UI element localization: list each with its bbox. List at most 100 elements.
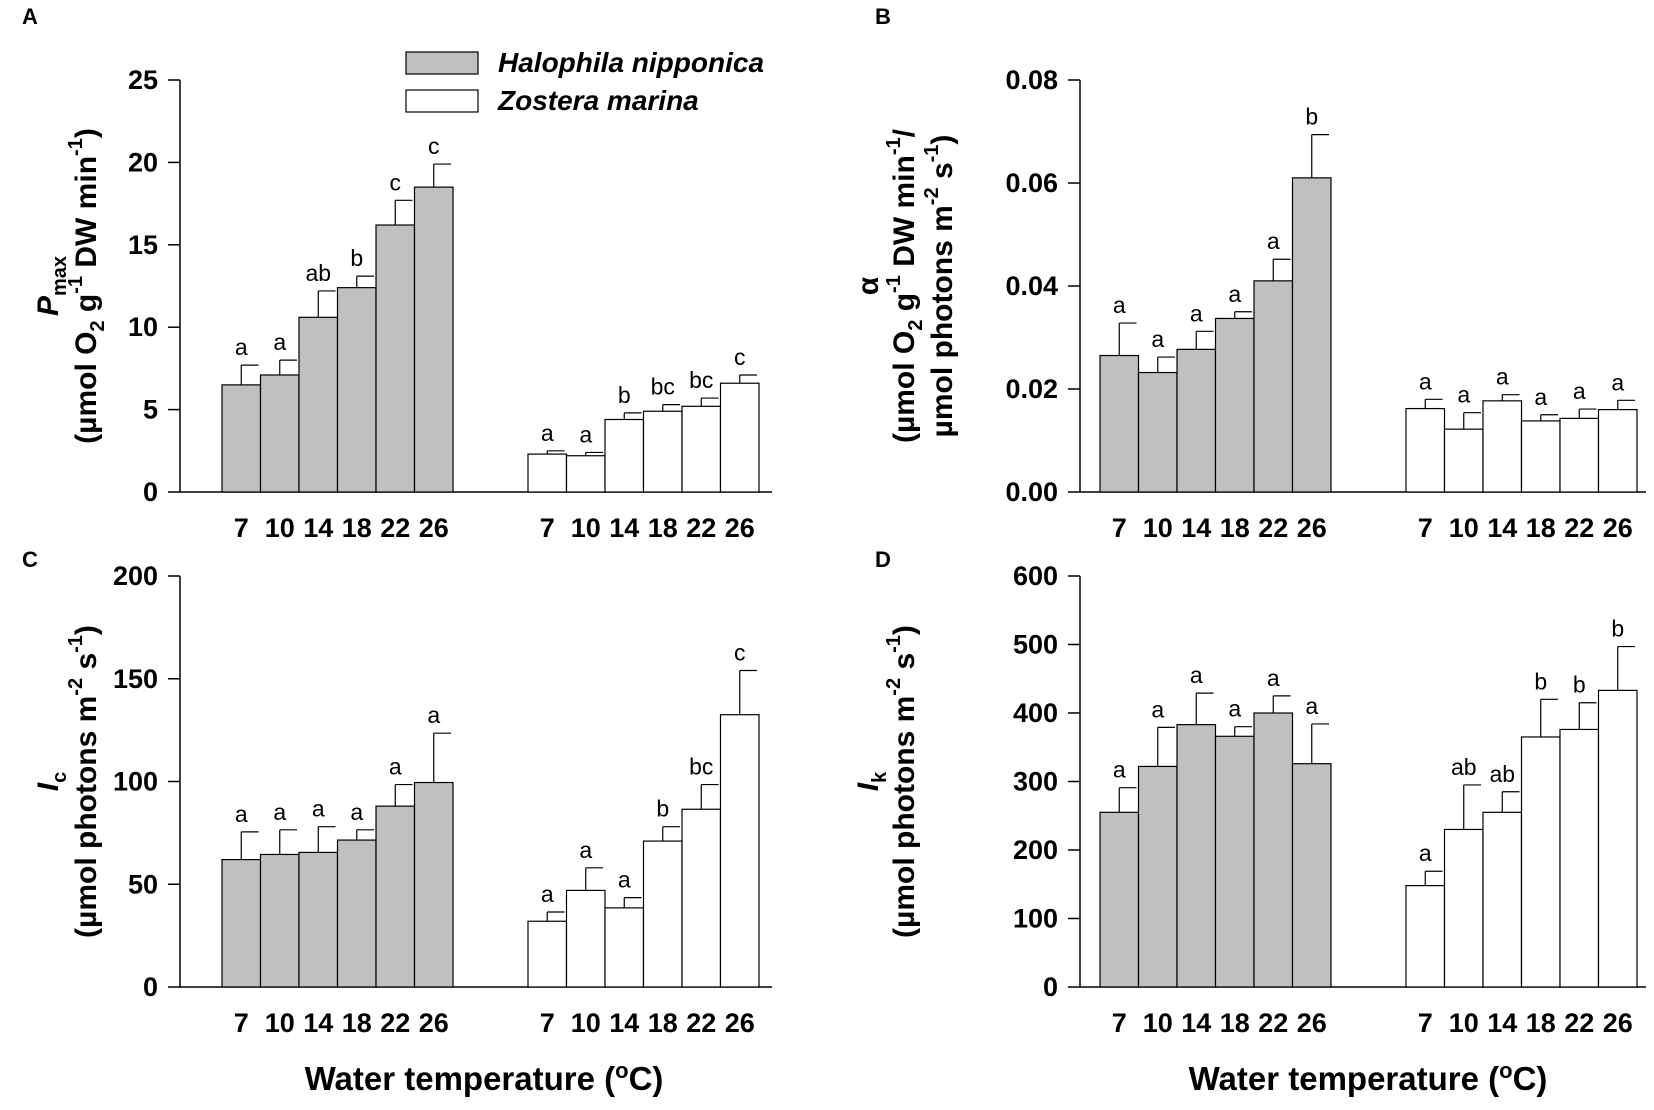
x-tick-label: 14 [609,1008,639,1038]
bar [1099,354,1140,493]
y-axis-title: α [852,276,885,295]
y-axis-title-part: 2 [905,320,927,331]
y-tick-label: 0 [143,972,158,1002]
x-tick-label: 18 [1220,513,1250,543]
x-tick-label: 10 [1143,1008,1173,1038]
x-tick-label: 14 [1181,513,1211,543]
x-tick-label: 10 [571,1008,601,1038]
significance-label: a [1228,281,1241,307]
panel-D: D 0 100 200 300 400 500 600 a 7 a 10 a 14 a 18 a 22 a 26 a 7 a… [852,547,1646,1038]
y-axis-title-part: s [926,162,959,187]
x-tick-label: 26 [419,513,449,543]
y-axis-title-part: (µmol photons m [888,696,921,938]
y-tick-label: 0 [143,477,158,507]
y-tick-label: 5 [143,395,158,425]
y-tick-label: 0.08 [1005,65,1058,95]
y-axis-title: (µmol O2 g-1 DW min-1) [65,128,109,444]
y-axis-title-part: -2 [921,187,943,205]
x-tick-label: 26 [725,1008,755,1038]
significance-label: b [1305,104,1318,130]
y-tick-label: 20 [128,147,158,177]
y-axis-title-part: -2 [65,678,87,696]
y-tick-label: 0.00 [1005,477,1058,507]
y-tick-label: 50 [128,869,158,899]
bar [259,374,300,493]
significance-label: a [579,837,592,863]
x-tick-label: 22 [1564,513,1594,543]
bar [681,405,722,493]
x-tick-label: 18 [342,513,372,543]
bar [1214,735,1255,988]
y-tick-label: 400 [1013,698,1058,728]
bar [413,781,454,988]
y-axis-title-part: s [888,653,921,678]
x-tick-label: 22 [1564,1008,1594,1038]
x-axis-title-part: Water temperature ( [305,1060,616,1097]
x-tick-label: 14 [1487,513,1517,543]
bar [221,384,262,493]
significance-label: c [734,640,746,666]
bar [1482,400,1523,493]
x-tick-label: 7 [1112,1008,1127,1038]
bar [1137,371,1178,493]
y-axis-title: Pmax [32,256,71,316]
significance-label: a [1267,228,1280,254]
significance-label: a [1228,696,1241,722]
x-tick-label: 7 [1418,1008,1433,1038]
significance-label: a [1496,364,1509,390]
panel-letter-C: C [22,547,38,572]
bar [1253,280,1294,493]
y-tick-label: 200 [1013,835,1058,865]
x-tick-label: 14 [1181,1008,1211,1038]
y-axis-title-part: ) [888,625,921,635]
x-tick-label: 18 [342,1008,372,1038]
significance-label: a [1534,384,1547,410]
significance-label: ab [1489,761,1515,787]
y-tick-label: 0.06 [1005,168,1058,198]
y-axis-title-part: ) [70,128,103,138]
bar [336,839,377,988]
y-tick-label: 150 [113,664,158,694]
y-axis-title-part: c [49,772,71,783]
significance-label: a [1113,292,1126,318]
significance-label: b [1611,616,1624,642]
y-tick-label: 600 [1013,561,1058,591]
significance-label: a [389,754,402,780]
panel-letter-D: D [875,547,891,572]
x-tick-label: 14 [609,513,639,543]
y-axis-title-part: -1 [65,138,87,156]
y-axis-title-part: -1 [65,276,87,294]
legend-swatch [405,51,479,75]
bar [681,808,722,988]
y-tick-label: 0.04 [1005,271,1058,301]
x-axis-title: Water temperature (oC) [1189,1058,1548,1098]
bar [719,382,760,493]
x-tick-label: 22 [1258,513,1288,543]
x-axis-title-part: o [1499,1058,1512,1083]
bar [375,224,416,493]
significance-label: a [618,867,631,893]
significance-label: ab [1451,754,1477,780]
y-axis-title-part: 2 [87,320,109,331]
y-axis-title-part: / [888,128,921,137]
bar [1291,763,1332,988]
x-tick-label: 18 [1526,1008,1556,1038]
x-tick-label: 22 [380,1008,410,1038]
significance-label: a [1151,326,1164,352]
x-tick-label: 7 [540,1008,555,1038]
y-axis-title: Ic [32,772,71,791]
significance-label: a [579,421,592,447]
significance-label: bc [689,367,713,393]
bar [413,186,454,493]
bar [1443,828,1484,988]
bar [375,805,416,988]
significance-label: b [350,245,363,271]
y-axis-title-part: α [852,276,885,295]
y-axis-title-part: (µmol O [70,332,103,444]
y-axis-title-part: k [869,771,891,783]
significance-label: b [1534,668,1547,694]
significance-label: c [428,133,440,159]
x-tick-label: 10 [1449,1008,1479,1038]
x-tick-label: 7 [1112,513,1127,543]
